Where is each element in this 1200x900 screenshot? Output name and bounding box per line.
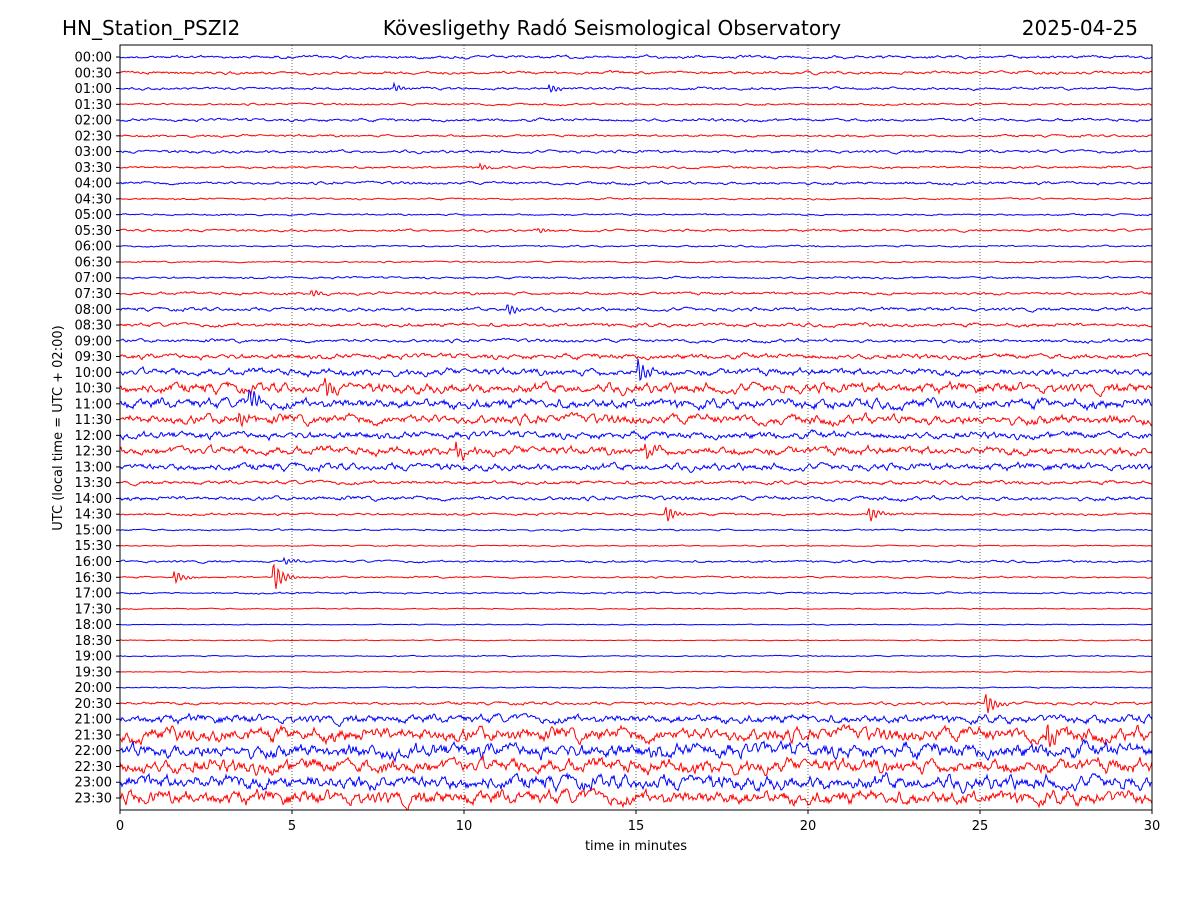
grid	[291, 45, 981, 810]
x-tick-label: 0	[116, 819, 124, 834]
y-tick-label: 11:00	[75, 397, 112, 412]
y-tick-label: 20:30	[75, 697, 112, 712]
y-tick-label: 01:30	[75, 98, 112, 113]
y-tick-label: 14:30	[75, 508, 112, 523]
y-tick-label: 12:30	[75, 445, 112, 460]
x-tick-label: 30	[1144, 819, 1161, 834]
trace-2300	[119, 771, 1152, 794]
x-ticks: 0 5 10 15 20 25 30	[116, 810, 1160, 834]
y-tick-label: 09:00	[75, 334, 112, 349]
y-tick-label: 20:00	[75, 681, 112, 696]
x-tick-label: 20	[800, 819, 817, 834]
trace-2230	[119, 753, 1153, 777]
y-tick-label: 23:30	[75, 792, 112, 807]
y-tick-label: 21:30	[75, 728, 112, 743]
y-tick-label: 09:30	[75, 350, 112, 365]
y-tick-label: 02:00	[75, 114, 112, 129]
trace-1500	[119, 528, 1153, 532]
trace-1430	[119, 507, 1153, 522]
x-tick-label: 15	[628, 819, 645, 834]
trace-0300	[119, 149, 1153, 155]
y-tick-label: 11:30	[75, 413, 112, 428]
y-ticks: 00:0000:3001:0001:3002:0002:3003:0003:30…	[75, 51, 120, 807]
y-tick-label: 15:30	[75, 539, 112, 554]
trace-0200	[119, 117, 1153, 123]
trace-0900	[120, 337, 1153, 344]
station-title: HN_Station_PSZI2	[62, 16, 241, 40]
y-tick-label: 05:00	[75, 208, 112, 223]
trace-1700	[119, 591, 1153, 595]
x-tick-label: 10	[456, 819, 473, 834]
y-axis-label: UTC (local time = UTC + 02:00)	[51, 325, 66, 530]
y-tick-label: 07:30	[75, 287, 112, 302]
trace-1900	[120, 654, 1152, 658]
y-tick-label: 07:00	[75, 271, 112, 286]
y-tick-label: 22:30	[75, 760, 112, 775]
y-tick-label: 04:30	[75, 192, 112, 207]
trace-2330	[119, 787, 1153, 811]
y-tick-label: 15:00	[75, 523, 112, 538]
y-tick-label: 03:00	[75, 145, 112, 160]
y-tick-label: 00:00	[75, 51, 112, 66]
y-tick-label: 06:30	[75, 255, 112, 270]
trace-1200	[119, 428, 1153, 442]
y-tick-label: 23:00	[75, 776, 112, 791]
y-tick-label: 00:30	[75, 66, 112, 81]
y-tick-label: 08:30	[75, 319, 112, 334]
trace-2030	[119, 694, 1153, 714]
y-tick-label: 05:30	[75, 224, 112, 239]
y-tick-label: 17:30	[75, 602, 112, 617]
y-tick-label: 16:30	[75, 571, 112, 586]
y-tick-label: 04:00	[75, 177, 112, 192]
trace-2100	[119, 712, 1153, 727]
trace-1300	[119, 461, 1153, 474]
trace-0530	[119, 227, 1153, 234]
x-axis-label: time in minutes	[585, 839, 687, 854]
y-tick-label: 08:00	[75, 303, 112, 318]
trace-0000	[119, 54, 1153, 60]
date-title: 2025-04-25	[1021, 16, 1138, 40]
trace-0130	[119, 102, 1153, 107]
y-tick-label: 14:00	[75, 492, 112, 507]
y-tick-label: 21:00	[75, 713, 112, 728]
y-tick-label: 10:00	[75, 366, 112, 381]
y-tick-label: 06:00	[75, 240, 112, 255]
trace-1830	[119, 639, 1153, 642]
y-tick-label: 19:00	[75, 650, 112, 665]
y-tick-label: 22:00	[75, 744, 112, 759]
observatory-title: Kövesligethy Radó Seismological Observat…	[382, 16, 842, 40]
y-tick-label: 01:00	[75, 82, 112, 97]
y-tick-label: 16:00	[75, 555, 112, 570]
x-tick-label: 25	[972, 819, 989, 834]
y-tick-label: 18:30	[75, 634, 112, 649]
y-tick-label: 02:30	[75, 129, 112, 144]
y-tick-label: 13:30	[75, 476, 112, 491]
y-tick-label: 13:00	[75, 460, 112, 475]
y-tick-label: 19:30	[75, 665, 112, 680]
y-tick-label: 10:30	[75, 382, 112, 397]
trace-0500	[119, 212, 1153, 217]
y-tick-label: 03:30	[75, 161, 112, 176]
y-tick-label: 12:00	[75, 429, 112, 444]
y-tick-label: 18:00	[75, 618, 112, 633]
trace-0100	[119, 81, 1152, 93]
y-tick-label: 17:00	[75, 587, 112, 602]
trace-0930	[119, 351, 1153, 361]
x-tick-label: 5	[288, 819, 296, 834]
